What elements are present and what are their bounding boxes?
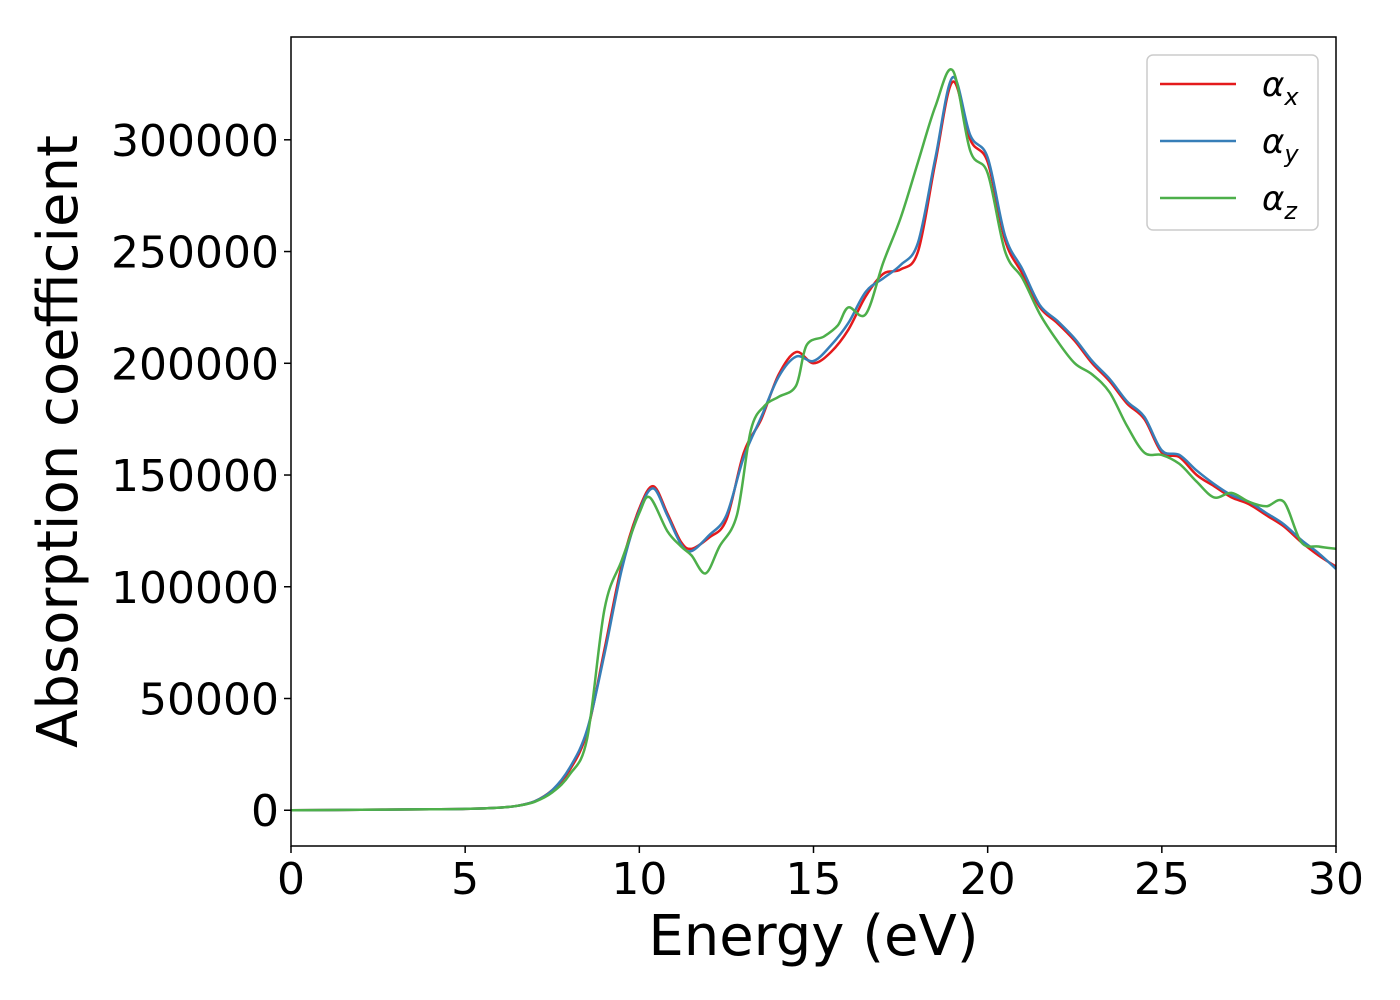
- legend-item-z: αz: [1160, 179, 1298, 225]
- legend-label: αy: [1262, 122, 1299, 168]
- series-line-z: [290, 68, 1337, 812]
- legend: αx αy αz: [1146, 54, 1319, 231]
- y-tick-label: 0: [251, 786, 279, 837]
- y-tick-label: 150000: [111, 451, 279, 502]
- x-tick-label: 25: [1134, 854, 1190, 905]
- x-tick-label: 15: [786, 854, 842, 905]
- legend-label: αz: [1262, 179, 1298, 225]
- y-tick-label: 250000: [111, 228, 279, 279]
- legend-frame: [1146, 54, 1319, 231]
- x-axis-title: Energy (eV): [648, 904, 978, 969]
- x-tick-label: 30: [1308, 854, 1364, 905]
- y-axis-title: Absorption coefficient: [26, 135, 91, 748]
- y-tick-label: 50000: [139, 675, 279, 726]
- x-tick-label: 20: [960, 854, 1016, 905]
- x-axis: 0 5 10 15 20 25 30: [277, 846, 1364, 905]
- legend-item-x: αx: [1160, 65, 1299, 111]
- plot-lines: [290, 68, 1337, 812]
- legend-label: αx: [1262, 65, 1299, 111]
- series-line-y: [290, 75, 1337, 812]
- x-tick-label: 5: [451, 854, 479, 905]
- x-tick-label: 10: [611, 854, 667, 905]
- y-axis: 0 50000 100000 150000 200000 250000 300000: [111, 116, 291, 837]
- legend-item-y: αy: [1160, 122, 1299, 168]
- y-tick-label: 200000: [111, 339, 279, 390]
- y-tick-label: 300000: [111, 116, 279, 167]
- x-tick-label: 0: [277, 854, 305, 905]
- y-tick-label: 100000: [111, 563, 279, 614]
